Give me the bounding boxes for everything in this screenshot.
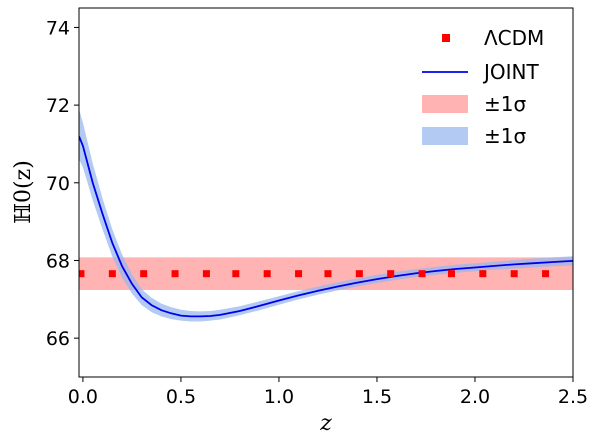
x-tick-label: 2.0 <box>460 386 490 408</box>
series-line-joint <box>79 135 573 318</box>
data-point-lcdm <box>418 270 426 278</box>
data-point-lcdm <box>324 270 332 278</box>
series-markers <box>79 270 550 278</box>
y-tick-label: 68 <box>46 250 70 272</box>
legend-entry-joint: JOINT <box>422 60 540 84</box>
legend-label: ΛCDM <box>484 26 544 50</box>
legend-entry-band-red: ±1σ <box>422 92 526 116</box>
x-tick-label: 2.5 <box>558 386 588 408</box>
legend-label: JOINT <box>482 60 540 84</box>
data-point-lcdm <box>108 270 116 278</box>
data-point-lcdm <box>295 270 303 278</box>
series-lines <box>79 135 573 318</box>
legend-label: ±1σ <box>484 124 526 148</box>
x-tick-label: 0.5 <box>166 386 196 408</box>
y-axis-label: ℍ0(z) <box>11 160 36 224</box>
x-axis-label: z <box>319 411 332 434</box>
y-axis-ticks: 66 68 70 72 74 <box>46 17 79 350</box>
legend-entry-lcdm: ΛCDM <box>442 26 544 50</box>
y-tick-label: 70 <box>46 173 70 195</box>
data-point-lcdm <box>510 270 518 278</box>
legend-swatch <box>422 127 468 145</box>
x-axis-ticks: 0.0 0.5 1.0 1.5 2.0 2.5 <box>68 377 588 408</box>
y-tick-label: 72 <box>46 95 70 117</box>
data-point-lcdm <box>447 270 455 278</box>
legend-swatch <box>442 34 450 42</box>
plot-frame <box>78 7 574 378</box>
x-tick-label: 1.0 <box>264 386 294 408</box>
y-tick-label: 74 <box>46 17 70 39</box>
legend: ΛCDM JOINT ±1σ ±1σ <box>422 26 544 148</box>
data-point-lcdm <box>202 270 210 278</box>
data-point-lcdm <box>542 270 550 278</box>
legend-swatch <box>422 95 468 113</box>
band-joint <box>79 108 573 322</box>
data-point-lcdm <box>171 270 179 278</box>
legend-label: ±1σ <box>484 92 526 116</box>
data-point-lcdm <box>232 270 240 278</box>
x-tick-label: 1.5 <box>362 386 392 408</box>
data-point-lcdm <box>387 270 395 278</box>
y-tick-label: 66 <box>46 328 70 350</box>
legend-entry-band-blue: ±1σ <box>422 124 526 148</box>
x-tick-label: 0.0 <box>68 386 98 408</box>
data-point-lcdm <box>140 270 148 278</box>
data-point-lcdm <box>79 270 85 278</box>
data-point-lcdm <box>479 270 487 278</box>
data-point-lcdm <box>263 270 271 278</box>
data-point-lcdm <box>355 270 363 278</box>
